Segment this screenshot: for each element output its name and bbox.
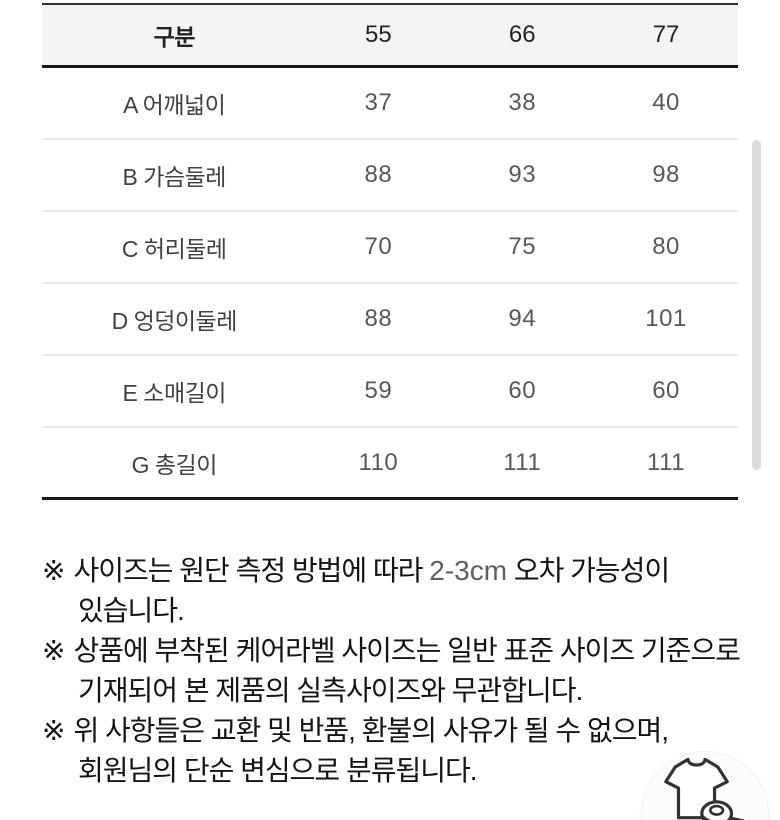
scrollbar-thumb[interactable]	[752, 140, 761, 470]
size-value-cell: 80	[652, 233, 680, 260]
disclaimer-notes: ※ 사이즈는 원단 측정 방법에 따라 2-3cm 오차 가능성이 있습니다. ※…	[42, 551, 744, 791]
table-row-waist: C 허리둘레 70 75 80	[42, 212, 738, 284]
note-text: 위 사항들은 교환 및 반품, 환불의 사유가 될 수 없으며, 회원님의 단순…	[73, 715, 669, 786]
size-table: 구분 55 66 77 A 어깨넓이 37 38 40 B 가슴둘레 88 93…	[42, 3, 738, 500]
size-value-cell: 88	[364, 305, 393, 332]
table-row-chest: B 가슴둘레 88 93 98	[42, 140, 738, 212]
size-label-cell: C 허리둘레	[121, 236, 227, 262]
size-value-cell: 110	[358, 448, 399, 476]
tshirt-measuring-tape-icon	[664, 757, 745, 820]
size-table-header-row: 구분 55 66 77	[42, 3, 738, 68]
note-text: 사이즈는 원단 측정 방법에 따라	[73, 555, 430, 586]
header-cell-size-77: 77	[652, 21, 680, 48]
size-value-cell: 111	[503, 448, 542, 476]
size-label-cell: G 총길이	[131, 451, 218, 478]
size-value-cell: 60	[652, 377, 680, 404]
note-marker: ※	[42, 555, 65, 586]
size-value-cell: 70	[364, 233, 393, 260]
size-value-cell: 37	[364, 89, 393, 116]
size-label-cell: B 가슴둘레	[122, 164, 227, 190]
size-value-cell: 75	[508, 233, 537, 260]
note-marker: ※	[42, 635, 65, 666]
size-value-cell: 38	[508, 89, 537, 116]
size-label-cell: A 어깨넓이	[123, 92, 226, 118]
note-marker: ※	[42, 715, 65, 746]
header-cell-size-55: 55	[365, 21, 392, 48]
size-value-cell: 98	[652, 161, 680, 188]
table-row-shoulder: A 어깨넓이 37 38 40	[42, 68, 738, 140]
size-label-cell: E 소매길이	[122, 380, 227, 406]
note-return-policy: ※ 위 사항들은 교환 및 반품, 환불의 사유가 될 수 없으며, 회원님의 단…	[42, 711, 744, 791]
size-label-cell: D 엉덩이둘레	[111, 308, 238, 334]
size-value-cell: 94	[508, 305, 537, 332]
table-row-hip: D 엉덩이둘레 88 94 101	[42, 284, 738, 356]
size-value-cell: 111	[647, 448, 686, 476]
size-value-cell: 88	[364, 161, 393, 188]
size-value-cell: 40	[652, 89, 680, 116]
header-cell-size-66: 66	[508, 21, 536, 48]
size-value-cell: 101	[645, 305, 687, 332]
size-value-cell: 59	[364, 377, 393, 404]
table-row-total-length: G 총길이 110 111 111	[42, 428, 738, 500]
note-text: 상품에 부착된 케어라벨 사이즈는 일반 표준 사이즈 기준으로 기재되어 본 …	[73, 635, 740, 706]
header-cell-category: 구분	[153, 24, 196, 50]
note-text: 오차 가능성이 있습니다.	[78, 555, 670, 626]
note-care-label: ※ 상품에 부착된 케어라벨 사이즈는 일반 표준 사이즈 기준으로 기재되어 본…	[42, 631, 744, 711]
size-value-cell: 93	[508, 161, 537, 188]
table-row-sleeve: E 소매길이 59 60 60	[42, 356, 738, 428]
size-value-cell: 60	[508, 377, 537, 404]
note-text-measure: 2-3cm	[429, 555, 508, 586]
size-guide-floating-button[interactable]	[642, 752, 768, 820]
note-size-tolerance: ※ 사이즈는 원단 측정 방법에 따라 2-3cm 오차 가능성이 있습니다.	[42, 551, 744, 631]
